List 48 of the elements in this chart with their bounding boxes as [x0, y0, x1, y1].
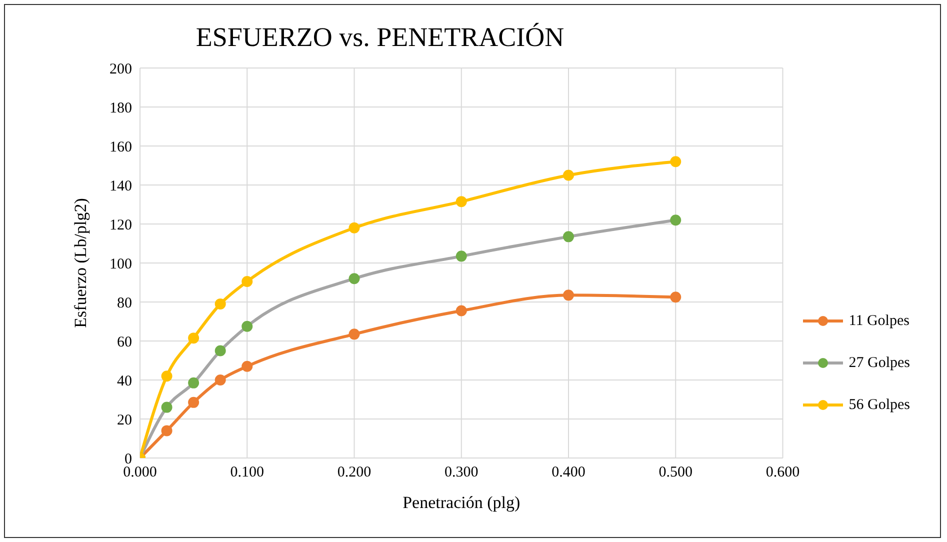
point	[242, 276, 253, 288]
legend-label: 27 Golpes	[848, 354, 910, 372]
y-tick-label: 40	[117, 373, 132, 390]
y-tick-label: 80	[117, 295, 132, 312]
point	[214, 298, 226, 310]
legend-label: 56 Golpes	[848, 396, 910, 414]
y-tick-label: 100	[110, 256, 132, 272]
y-tick-label: 160	[110, 139, 132, 156]
point	[161, 425, 172, 436]
y-tick-label: 0	[124, 451, 132, 468]
point	[348, 273, 360, 284]
point	[670, 156, 682, 168]
point	[242, 320, 253, 332]
point	[670, 292, 682, 303]
chart-title: ESFUERZO vs. PENETRACIÓN	[194, 22, 566, 53]
point	[188, 377, 200, 388]
point	[214, 345, 226, 356]
x-tick-label: 0.400	[552, 464, 586, 481]
y-tick-label: 60	[117, 334, 132, 350]
point	[563, 231, 574, 242]
point	[563, 290, 574, 301]
x-tick-label: 0.100	[230, 464, 264, 481]
point	[456, 196, 467, 208]
x-axis-title: Penetración (plg)	[402, 493, 520, 512]
x-tick-label: 0.000	[123, 464, 157, 481]
point	[670, 214, 682, 226]
point	[214, 374, 226, 386]
y-axis-title: Esfuerzo (Lb/plg2)	[71, 198, 90, 328]
point	[242, 360, 253, 372]
y-tick-label: 120	[110, 217, 132, 234]
x-tick-label: 0.500	[658, 464, 692, 481]
point	[456, 250, 467, 262]
point	[563, 170, 574, 181]
point	[348, 328, 360, 340]
x-tick-label: 0.200	[337, 464, 372, 481]
y-tick-label: 20	[117, 412, 132, 428]
point	[161, 370, 172, 382]
y-tick-label: 140	[110, 178, 132, 194]
point	[348, 222, 360, 234]
point	[456, 305, 467, 316]
x-tick-label: 0.600	[766, 464, 800, 481]
point	[188, 332, 200, 344]
x-tick-label: 0.300	[444, 464, 478, 481]
point	[161, 402, 172, 413]
point	[188, 396, 200, 408]
y-tick-label: 180	[110, 100, 132, 116]
legend-label: 11 Golpes	[848, 312, 910, 330]
y-tick-label: 200	[110, 61, 132, 78]
